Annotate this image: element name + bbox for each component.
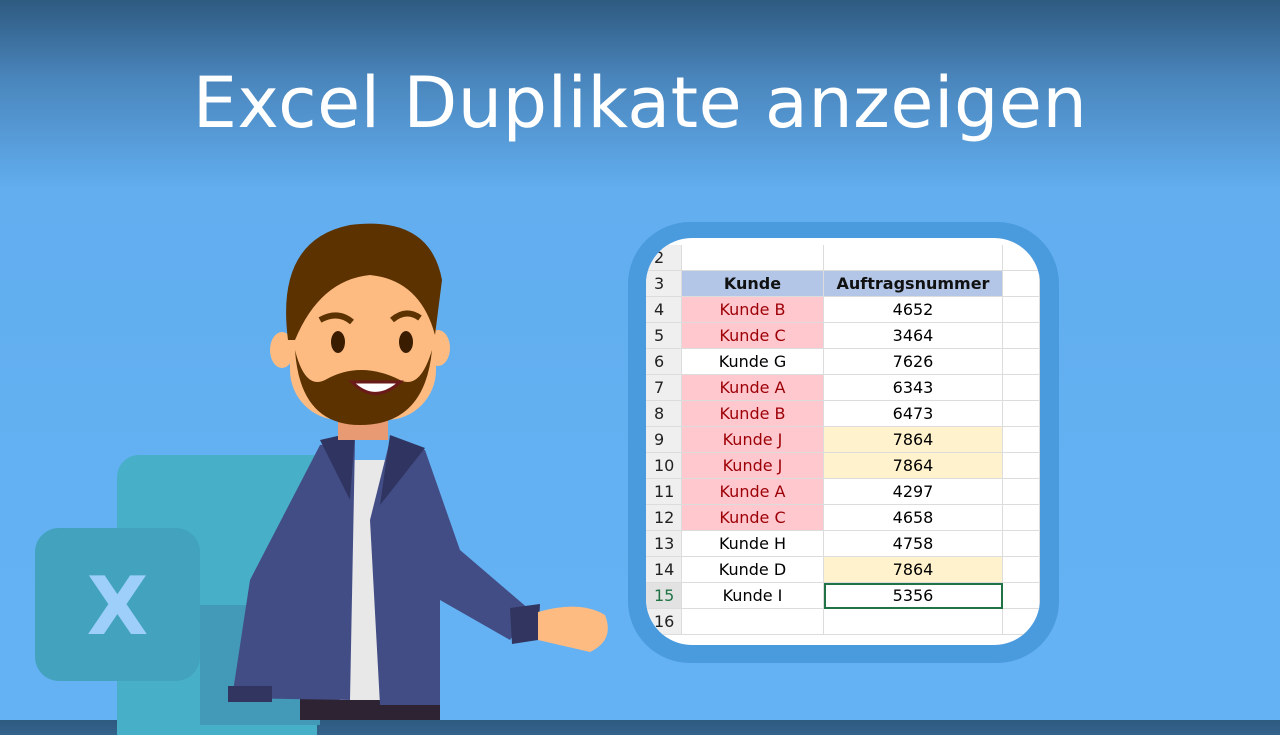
cell-auftragsnummer[interactable]: 4297 (824, 479, 1003, 505)
row-header[interactable]: 5 (646, 323, 682, 349)
cell-auftragsnummer[interactable]: 4658 (824, 505, 1003, 531)
table-row: 10 Kunde J 7864 (646, 453, 1040, 479)
cell-kunde[interactable]: Kunde A (682, 479, 824, 505)
cell-auftragsnummer[interactable]: 7864 (824, 453, 1003, 479)
cell[interactable] (1003, 505, 1040, 531)
cell-kunde[interactable]: Kunde J (682, 427, 824, 453)
cell[interactable] (682, 609, 824, 635)
cell-auftragsnummer[interactable]: 7864 (824, 427, 1003, 453)
excel-logo-letter: X (86, 560, 149, 653)
cell[interactable] (1003, 375, 1040, 401)
cell-kunde[interactable]: Kunde G (682, 349, 824, 375)
cell-kunde[interactable]: Kunde I (682, 583, 824, 609)
cell[interactable] (1003, 531, 1040, 557)
cell-auftragsnummer[interactable]: 4652 (824, 297, 1003, 323)
table-row: 12 Kunde C 4658 (646, 505, 1040, 531)
row-header[interactable]: 13 (646, 531, 682, 557)
table-row: 9 Kunde J 7864 (646, 427, 1040, 453)
table-row: 6 Kunde G 7626 (646, 349, 1040, 375)
cell-kunde[interactable]: Kunde D (682, 557, 824, 583)
table-row: 7 Kunde A 6343 (646, 375, 1040, 401)
cell[interactable] (1003, 297, 1040, 323)
row-header[interactable]: 15 (646, 583, 682, 609)
sheet-row: 16 (646, 609, 1040, 635)
cell[interactable] (1003, 271, 1040, 297)
table-row: 8 Kunde B 6473 (646, 401, 1040, 427)
cell-kunde[interactable]: Kunde J (682, 453, 824, 479)
cell-kunde[interactable]: Kunde B (682, 297, 824, 323)
table-row: 13 Kunde H 4758 (646, 531, 1040, 557)
cell[interactable] (1003, 349, 1040, 375)
cell[interactable] (824, 609, 1003, 635)
row-header[interactable]: 9 (646, 427, 682, 453)
row-header[interactable]: 7 (646, 375, 682, 401)
cell[interactable] (1003, 245, 1040, 271)
cell[interactable] (824, 245, 1003, 271)
table-row: 15 Kunde I 5356 (646, 583, 1040, 609)
page-title: Excel Duplikate anzeigen (192, 62, 1088, 144)
row-header[interactable]: 3 (646, 271, 682, 297)
cell[interactable] (1003, 583, 1040, 609)
table-row: 14 Kunde D 7864 (646, 557, 1040, 583)
cell-auftragsnummer[interactable]: 6473 (824, 401, 1003, 427)
row-header[interactable]: 11 (646, 479, 682, 505)
row-header[interactable]: 10 (646, 453, 682, 479)
cell-kunde[interactable]: Kunde B (682, 401, 824, 427)
column-header-auftragsnummer[interactable]: Auftragsnummer (824, 271, 1003, 297)
row-header[interactable]: 2 (646, 245, 682, 271)
sheet-row: 2 (646, 245, 1040, 271)
spreadsheet: 2 3 Kunde Auftragsnummer 4 Kunde B 4652 5 Ku… (646, 238, 1040, 645)
table-row: 11 Kunde A 4297 (646, 479, 1040, 505)
row-header[interactable]: 8 (646, 401, 682, 427)
cell-kunde[interactable]: Kunde A (682, 375, 824, 401)
presenter-illustration (228, 223, 608, 720)
cell[interactable] (682, 245, 824, 271)
cell[interactable] (1003, 427, 1040, 453)
cell-auftragsnummer[interactable]: 5356 (824, 583, 1003, 609)
cell[interactable] (1003, 479, 1040, 505)
cell[interactable] (1003, 557, 1040, 583)
row-header[interactable]: 4 (646, 297, 682, 323)
column-header-kunde[interactable]: Kunde (682, 271, 824, 297)
cell-kunde[interactable]: Kunde C (682, 505, 824, 531)
cell[interactable] (1003, 609, 1040, 635)
row-header[interactable]: 12 (646, 505, 682, 531)
cell[interactable] (1003, 323, 1040, 349)
cell-auftragsnummer[interactable]: 4758 (824, 531, 1003, 557)
cell[interactable] (1003, 401, 1040, 427)
cell-kunde[interactable]: Kunde H (682, 531, 824, 557)
cell[interactable] (1003, 453, 1040, 479)
excel-logo-icon (35, 528, 200, 681)
cell-auftragsnummer[interactable]: 7626 (824, 349, 1003, 375)
cell-kunde[interactable]: Kunde C (682, 323, 824, 349)
cell-auftragsnummer[interactable]: 3464 (824, 323, 1003, 349)
row-header[interactable]: 6 (646, 349, 682, 375)
cell-auftragsnummer[interactable]: 6343 (824, 375, 1003, 401)
row-header[interactable]: 16 (646, 609, 682, 635)
table-row: 5 Kunde C 3464 (646, 323, 1040, 349)
cell-auftragsnummer[interactable]: 7864 (824, 557, 1003, 583)
row-header[interactable]: 14 (646, 557, 682, 583)
header-row: 3 Kunde Auftragsnummer (646, 271, 1040, 297)
table-row: 4 Kunde B 4652 (646, 297, 1040, 323)
